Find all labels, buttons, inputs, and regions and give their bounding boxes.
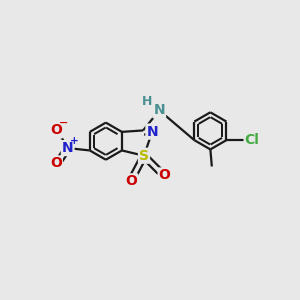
Text: O: O [125,174,137,188]
Text: H: H [142,95,152,108]
Text: O: O [50,156,62,170]
Text: O: O [159,169,170,182]
Text: −: − [59,118,68,128]
Text: O: O [50,123,62,137]
Text: N: N [154,103,165,117]
Text: N: N [62,141,74,155]
Text: S: S [139,149,149,163]
Text: Cl: Cl [244,133,260,147]
Text: +: + [70,136,79,146]
Text: N: N [146,124,158,139]
